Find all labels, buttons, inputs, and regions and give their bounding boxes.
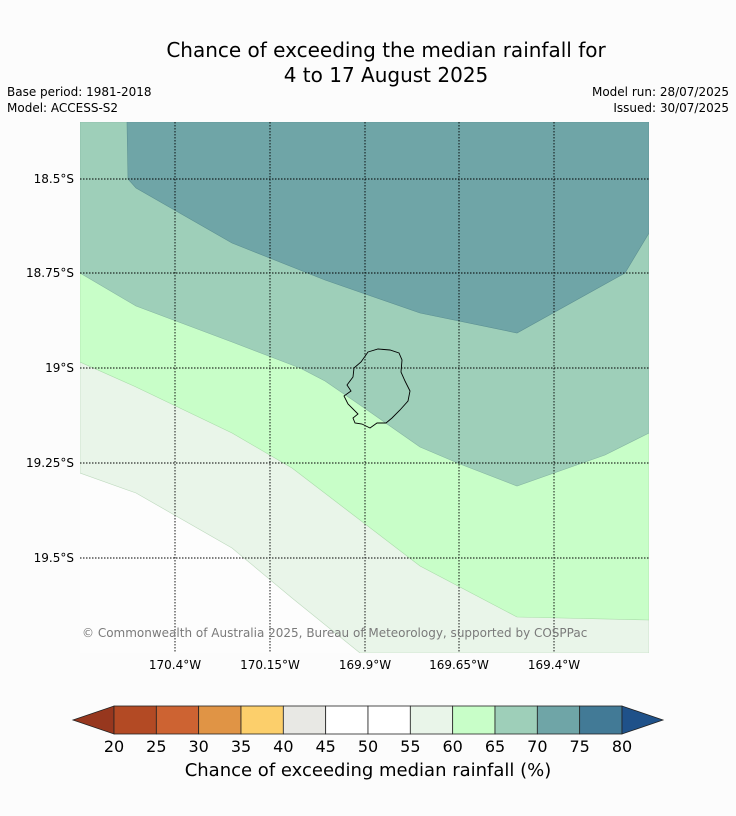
map-plot-area	[80, 122, 649, 653]
base-period-text: Base period: 1981-2018	[7, 85, 152, 99]
lon-label: 169.65°W	[429, 658, 489, 672]
colorbar-tick-label: 65	[485, 737, 505, 756]
copyright-text: © Commonwealth of Australia 2025, Bureau…	[82, 626, 587, 640]
colorbar-tick-label: 50	[358, 737, 378, 756]
lat-label: 19.25°S	[26, 456, 74, 470]
colorbar-tick-label: 30	[188, 737, 208, 756]
colorbar-tick-label: 25	[146, 737, 166, 756]
lat-label: 19.5°S	[34, 551, 74, 565]
colorbar-tick-label: 60	[442, 737, 462, 756]
colorbar-cell	[409, 705, 454, 735]
colorbar-cell	[367, 705, 411, 735]
title-line-2: 4 to 17 August 2025	[283, 63, 489, 87]
model-text: Model: ACCESS-S2	[7, 101, 119, 115]
title-line-1: Chance of exceeding the median rainfall …	[166, 38, 606, 62]
lat-label: 19°S	[45, 361, 74, 375]
model-run-text: Model run: 28/07/2025	[591, 85, 729, 99]
graticule	[80, 122, 649, 653]
colorbar-tick-label: 20	[104, 737, 124, 756]
lon-label: 169.4°W	[528, 658, 580, 672]
chart-title: Chance of exceeding the median rainfall …	[0, 38, 736, 88]
lat-label: 18.75°S	[26, 266, 74, 280]
colorbar-cell	[113, 705, 157, 735]
colorbar-cell	[240, 705, 284, 735]
colorbar-tick-label: 45	[315, 737, 335, 756]
lat-label: 18.5°S	[34, 172, 74, 186]
region-70-75	[126, 122, 649, 334]
colorbar-cell	[536, 705, 581, 735]
colorbar-cell	[155, 705, 200, 735]
colorbar-cell	[494, 705, 538, 735]
issued-text: Issued: 30/07/2025	[613, 101, 729, 115]
colorbar-under-triangle	[71, 705, 115, 735]
colorbar-tick-label: 75	[569, 737, 589, 756]
colorbar-over-triangle	[621, 705, 665, 735]
colorbar-tick-label: 70	[527, 737, 547, 756]
colorbar-cell	[282, 705, 327, 735]
colorbar-cell	[325, 705, 369, 735]
meta-left: Base period: 1981-2018 Model: ACCESS-S2	[7, 84, 152, 116]
lon-label: 170.4°W	[149, 658, 201, 672]
colorbar-cell	[198, 705, 242, 735]
lon-label: 169.9°W	[339, 658, 391, 672]
niue-island-outline	[343, 348, 411, 429]
lon-label: 170.15°W	[240, 658, 300, 672]
colorbar-cell	[452, 705, 496, 735]
colorbar-tick-label: 40	[273, 737, 293, 756]
colorbar-tick-label: 35	[231, 737, 251, 756]
colorbar-tick-label: 55	[400, 737, 420, 756]
colorbar: 20 25 30 35 40 45 50 55 60 65 70 75 80	[71, 705, 665, 756]
colorbar-label: Chance of exceeding median rainfall (%)	[184, 760, 552, 781]
colorbar-cell	[579, 705, 623, 735]
meta-right: Model run: 28/07/2025 Issued: 30/07/2025	[592, 84, 729, 116]
colorbar-tick-label: 80	[612, 737, 632, 756]
